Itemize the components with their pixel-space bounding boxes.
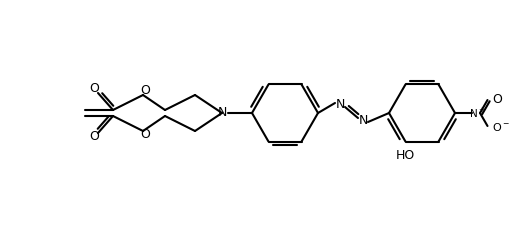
Text: HO: HO xyxy=(396,149,415,162)
Text: N: N xyxy=(335,99,345,112)
Text: O: O xyxy=(493,92,502,106)
Text: O: O xyxy=(140,85,150,97)
Text: O$^-$: O$^-$ xyxy=(493,121,511,133)
Text: O: O xyxy=(89,130,99,144)
Text: N: N xyxy=(358,113,367,126)
Text: N$^+$: N$^+$ xyxy=(469,106,485,119)
Text: O: O xyxy=(89,83,99,95)
Text: O: O xyxy=(140,128,150,142)
Text: N: N xyxy=(217,106,227,119)
